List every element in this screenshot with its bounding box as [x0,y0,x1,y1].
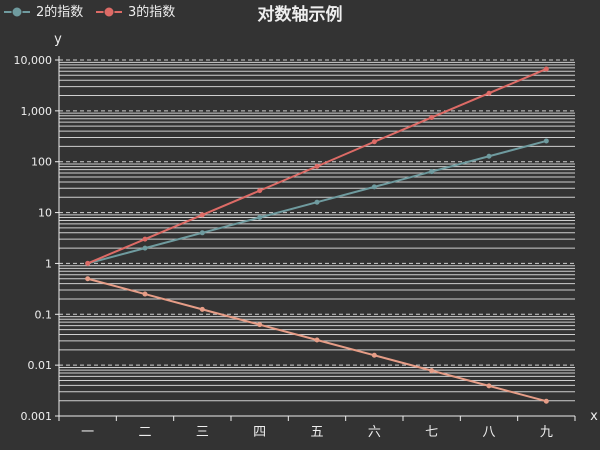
y-tick-label: 10,000 [14,54,53,67]
legend-label: 2的指数 [36,4,83,20]
data-point[interactable] [543,66,549,72]
legend-marker-icon [11,6,23,18]
data-point[interactable] [199,212,205,218]
y-tick-label: 0.001 [21,410,53,423]
x-tick-label: 二 [138,425,151,440]
data-point[interactable] [142,291,148,297]
y-axis-name: y [54,32,62,47]
x-tick-label: 八 [482,425,495,440]
legend-item[interactable]: 3的指数 [96,4,175,20]
data-point[interactable] [429,169,435,175]
data-point[interactable] [199,230,205,236]
series-1 [85,138,549,266]
data-point[interactable] [314,199,320,205]
data-point[interactable] [543,138,549,144]
data-point[interactable] [429,368,435,374]
x-tick-label: 七 [425,425,438,440]
y-tick-label: 100 [31,156,52,169]
x-axis: 一二三四五六七八九 [58,415,576,440]
chart-title: 对数轴示例 [258,4,343,25]
legend-label: 3的指数 [128,4,175,20]
y-tick-label: 1 [45,257,52,270]
data-point[interactable] [314,163,320,169]
legend-item[interactable]: 2的指数 [4,4,83,20]
y-tick-label: 1,000 [21,105,53,118]
legend[interactable]: 2的指数 3的指数 [4,4,175,20]
data-point[interactable] [429,114,435,120]
data-point[interactable] [543,398,549,404]
data-point[interactable] [486,90,492,96]
y-tick-label: 0.1 [35,308,53,321]
x-tick-label: 四 [253,425,266,440]
y-axis: 0.001 0.01 0.1 1 10 100 1,000 10,000 [14,54,60,423]
data-point[interactable] [257,188,263,194]
series-2 [85,66,549,266]
x-tick-label: 一 [81,425,94,440]
data-point[interactable] [85,276,91,282]
data-point[interactable] [85,260,91,266]
grid-lines [59,59,575,402]
y-tick-label: 10 [38,207,52,220]
y-tick-label: 0.01 [28,359,53,372]
series-layer [85,66,549,404]
data-point[interactable] [142,236,148,242]
x-tick-label: 五 [310,425,323,440]
x-tick-label: 九 [540,425,553,440]
data-point[interactable] [257,322,263,328]
series-3 [85,276,549,404]
data-point[interactable] [142,245,148,251]
data-point[interactable] [486,153,492,159]
x-tick-label: 三 [196,425,209,440]
legend-marker-icon [103,6,115,18]
data-point[interactable] [314,337,320,343]
x-tick-label: 六 [368,425,381,440]
x-axis-name: x [590,409,598,424]
data-point[interactable] [371,184,377,190]
data-point[interactable] [371,352,377,358]
data-point[interactable] [371,139,377,145]
data-point[interactable] [199,306,205,312]
data-point[interactable] [257,215,263,220]
data-point[interactable] [486,383,492,389]
